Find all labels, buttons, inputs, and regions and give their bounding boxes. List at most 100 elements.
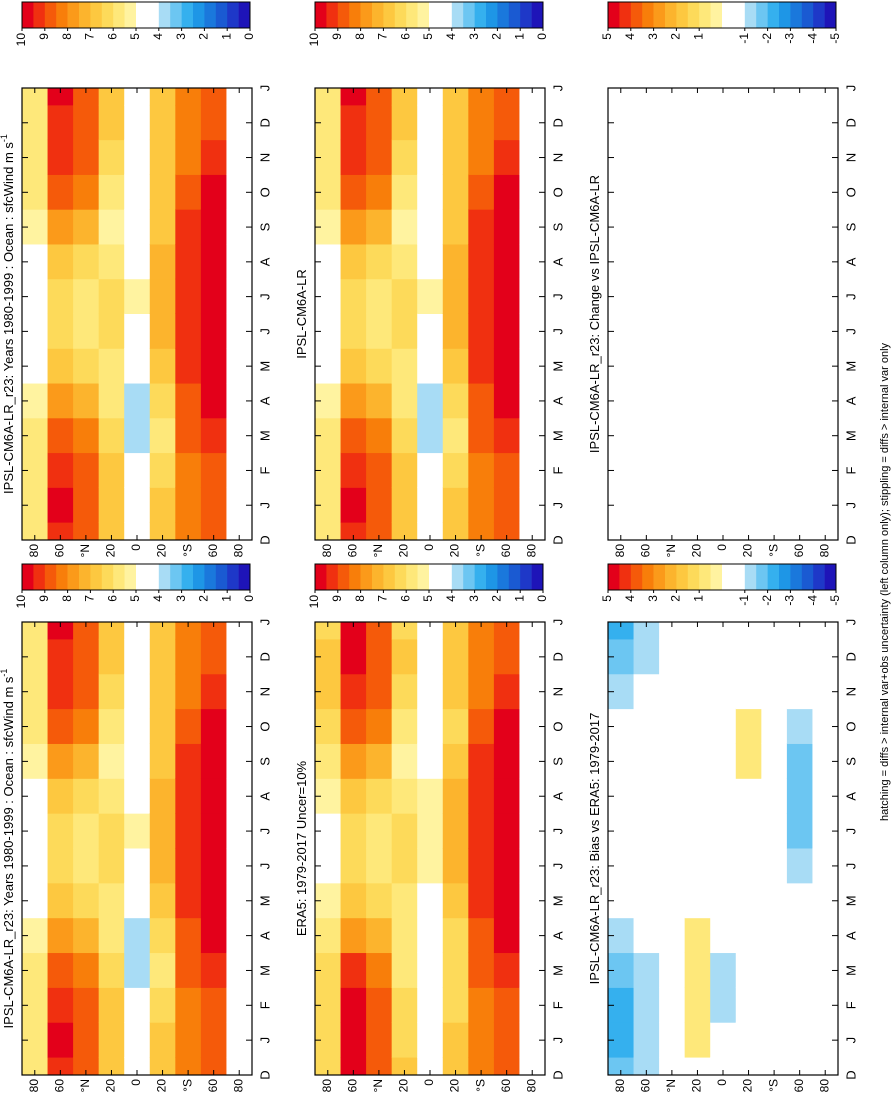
x-tick-label: J [843,328,858,335]
heat-cell [47,987,74,1023]
heat-cell [315,104,342,141]
colorbar-swatch [801,564,814,590]
x-tick-label: N [257,687,272,696]
heat-cell [366,952,393,988]
heat-cell [417,1057,444,1075]
heat-cell [124,638,151,675]
colorbar-swatch [801,2,814,28]
heat-cell [442,278,469,314]
heat-cell [608,917,635,954]
heat-cell [659,708,686,744]
y-tick-label: 20 [104,544,118,558]
heat-cell [493,417,520,454]
heat-cell [468,813,495,849]
heat-cell [608,882,635,919]
heat-cell [519,313,546,349]
heat-cell [200,882,227,919]
y-tick-label: 20 [155,1079,169,1093]
heat-cell [786,313,813,349]
colorbar-tick-label: 5 [421,33,435,40]
heat-cell [149,87,176,106]
heat-cell [149,848,176,884]
heat-cell [73,882,100,919]
heat-cell [73,522,100,540]
heat-cell [47,417,74,454]
heat-cell [812,452,839,488]
heat-cell [226,952,253,988]
heat-cell [468,348,495,384]
heat-cell [226,87,253,106]
colorbar-swatch [497,2,510,28]
y-tick-label: 20 [690,1079,704,1093]
colorbar-swatch [653,564,666,590]
heat-cell [812,882,839,919]
heat-cell [226,813,253,849]
colorbar-tick-label: 0 [242,33,256,40]
x-tick-label: D [843,535,858,544]
heat-cell [659,417,686,454]
y-tick-label: °S [473,544,487,557]
heat-cell [124,778,151,814]
heat-cell [493,621,520,640]
heat-cell [73,278,100,314]
heat-cell [786,209,813,245]
colorbar-tick-label: 10 [307,595,321,609]
colorbar-swatch [113,2,125,28]
heat-cell [735,313,762,349]
heat-cell [608,313,635,349]
heat-cell [200,708,227,744]
colorbar-tick-label: 1 [512,33,526,40]
heat-cell [391,1022,418,1058]
heat-cell [47,1057,74,1075]
colorbar-swatch [337,564,350,590]
heat-cell [761,452,788,488]
heat-cell [468,778,495,814]
heat-cell [98,348,125,384]
heat-cell [735,452,762,488]
colorbar-swatch [440,2,453,28]
heat-cell [340,952,367,988]
heat-cell [608,487,635,523]
heat-cell [684,743,711,779]
heat-cell [340,638,367,675]
heat-cell [812,813,839,849]
heat-cell [786,917,813,954]
heat-cell [786,778,813,814]
heat-cell [519,243,546,280]
x-tick-label: J [550,863,565,870]
heat-cell [315,87,342,106]
heat-cell [391,673,418,710]
heat-cell [149,209,176,245]
colorbar-swatch [101,2,114,28]
heat-cell [468,708,495,744]
heat-cell [98,522,125,540]
colorbar-tick-label: 9 [37,33,51,40]
heat-cell [812,743,839,779]
y-tick-label: °N [78,544,92,557]
heat-cell [340,209,367,245]
heat-cell [468,139,495,175]
heat-cell [684,209,711,245]
heat-cell [633,638,660,675]
heat-cell [684,522,711,540]
heat-cell [761,987,788,1023]
heat-cell [175,209,202,245]
panel-title: IPSL-CM6A-LR_r23: Years 1980-1999 : Ocea… [0,669,16,1029]
heat-cell [633,348,660,384]
x-tick-label: M [257,361,272,372]
heat-cell [200,987,227,1023]
heat-cell [608,813,635,849]
heat-cell [73,487,100,523]
heat-cell [200,348,227,384]
colorbar-swatch [326,564,339,590]
panel-title: ERA5: 1979-2017 Uncer=10% [294,760,309,936]
heat-cell [493,383,520,419]
heat-cell [149,987,176,1023]
heat-cell [710,383,737,419]
colorbar-swatch [147,564,160,590]
heat-cell [761,522,788,540]
colorbar-swatch [33,2,46,28]
y-tick-label: °N [371,1079,385,1092]
heat-cell [124,313,151,349]
